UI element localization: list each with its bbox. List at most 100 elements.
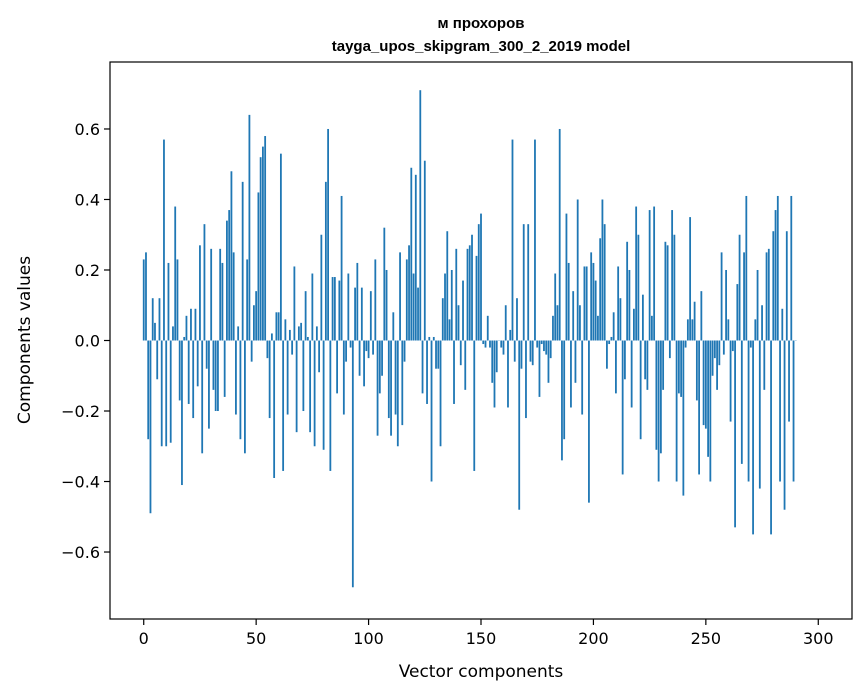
bar xyxy=(729,340,732,422)
bar xyxy=(345,340,347,362)
bar xyxy=(603,224,606,341)
bar xyxy=(417,287,419,341)
bar xyxy=(790,195,793,341)
bar xyxy=(297,326,300,341)
bar xyxy=(720,252,723,341)
bar xyxy=(525,340,527,419)
bar xyxy=(527,224,530,341)
bars-group xyxy=(142,90,797,588)
bar xyxy=(401,340,404,426)
bar xyxy=(644,340,647,380)
bar xyxy=(145,252,147,341)
bar xyxy=(223,340,226,397)
bar xyxy=(194,308,197,341)
bar xyxy=(378,340,381,394)
bar xyxy=(279,153,282,341)
bar xyxy=(776,195,779,341)
bar xyxy=(394,340,397,415)
bar xyxy=(151,298,154,341)
bar xyxy=(187,340,190,404)
bar xyxy=(650,315,653,341)
bar xyxy=(570,340,572,408)
bar xyxy=(286,340,289,415)
bar xyxy=(592,262,595,341)
bar xyxy=(430,340,433,482)
bar xyxy=(722,340,725,355)
bar xyxy=(342,340,345,415)
bar xyxy=(176,259,179,341)
bar xyxy=(232,252,235,341)
bar xyxy=(441,298,444,341)
bar xyxy=(185,315,188,341)
bar xyxy=(217,340,219,412)
bar xyxy=(680,340,683,397)
bar xyxy=(154,322,156,341)
bar xyxy=(320,234,323,341)
bar xyxy=(212,340,215,390)
bar xyxy=(693,301,696,341)
bar xyxy=(619,298,622,341)
bar xyxy=(615,340,617,394)
bar xyxy=(235,340,237,415)
bar xyxy=(579,305,581,341)
bar xyxy=(457,305,460,341)
bar xyxy=(284,319,287,341)
bar xyxy=(255,291,258,341)
bar xyxy=(520,340,523,369)
bar xyxy=(540,340,543,345)
bar xyxy=(534,139,536,341)
bar xyxy=(306,336,309,341)
bar xyxy=(671,210,674,341)
bar xyxy=(266,340,269,359)
bar xyxy=(558,128,561,341)
bar xyxy=(513,340,516,362)
bar xyxy=(731,340,734,352)
bar xyxy=(477,224,480,341)
bar xyxy=(336,340,338,394)
bar xyxy=(574,340,577,383)
bar xyxy=(756,269,759,341)
bar xyxy=(244,340,246,454)
bar xyxy=(435,340,437,369)
y-axis-ticks: −0.6 −0.4 −0.2 0.0 0.2 0.4 0.6 xyxy=(61,120,110,562)
bar xyxy=(641,294,644,341)
bar xyxy=(156,340,159,380)
bar xyxy=(576,199,579,341)
bar xyxy=(653,206,656,341)
bar xyxy=(219,248,222,341)
bar xyxy=(347,273,350,341)
bar xyxy=(781,308,784,341)
bar xyxy=(711,340,714,376)
bar xyxy=(226,220,228,341)
bar xyxy=(617,266,620,341)
bar xyxy=(713,340,716,359)
bar xyxy=(583,266,586,341)
bar xyxy=(237,326,240,341)
bar xyxy=(682,340,685,496)
bar xyxy=(291,340,294,355)
bar xyxy=(324,181,327,341)
bar xyxy=(547,340,550,383)
bar xyxy=(363,340,365,387)
bar xyxy=(466,248,469,341)
bar xyxy=(491,340,494,383)
bar xyxy=(246,259,249,341)
bar xyxy=(475,255,478,341)
bar xyxy=(302,340,305,412)
bar xyxy=(360,287,363,341)
bar xyxy=(664,241,667,341)
bar xyxy=(468,245,471,341)
bar xyxy=(695,340,698,401)
y-tick-label: −0.6 xyxy=(61,543,100,562)
bar xyxy=(214,340,217,412)
bar xyxy=(689,217,692,341)
y-tick-label: −0.4 xyxy=(61,473,100,492)
bar xyxy=(543,340,545,352)
bar xyxy=(376,340,379,436)
bar xyxy=(495,340,498,373)
bar xyxy=(270,333,273,341)
bar xyxy=(666,245,669,341)
bar xyxy=(462,280,464,341)
bar xyxy=(259,157,262,341)
bar xyxy=(410,167,413,341)
